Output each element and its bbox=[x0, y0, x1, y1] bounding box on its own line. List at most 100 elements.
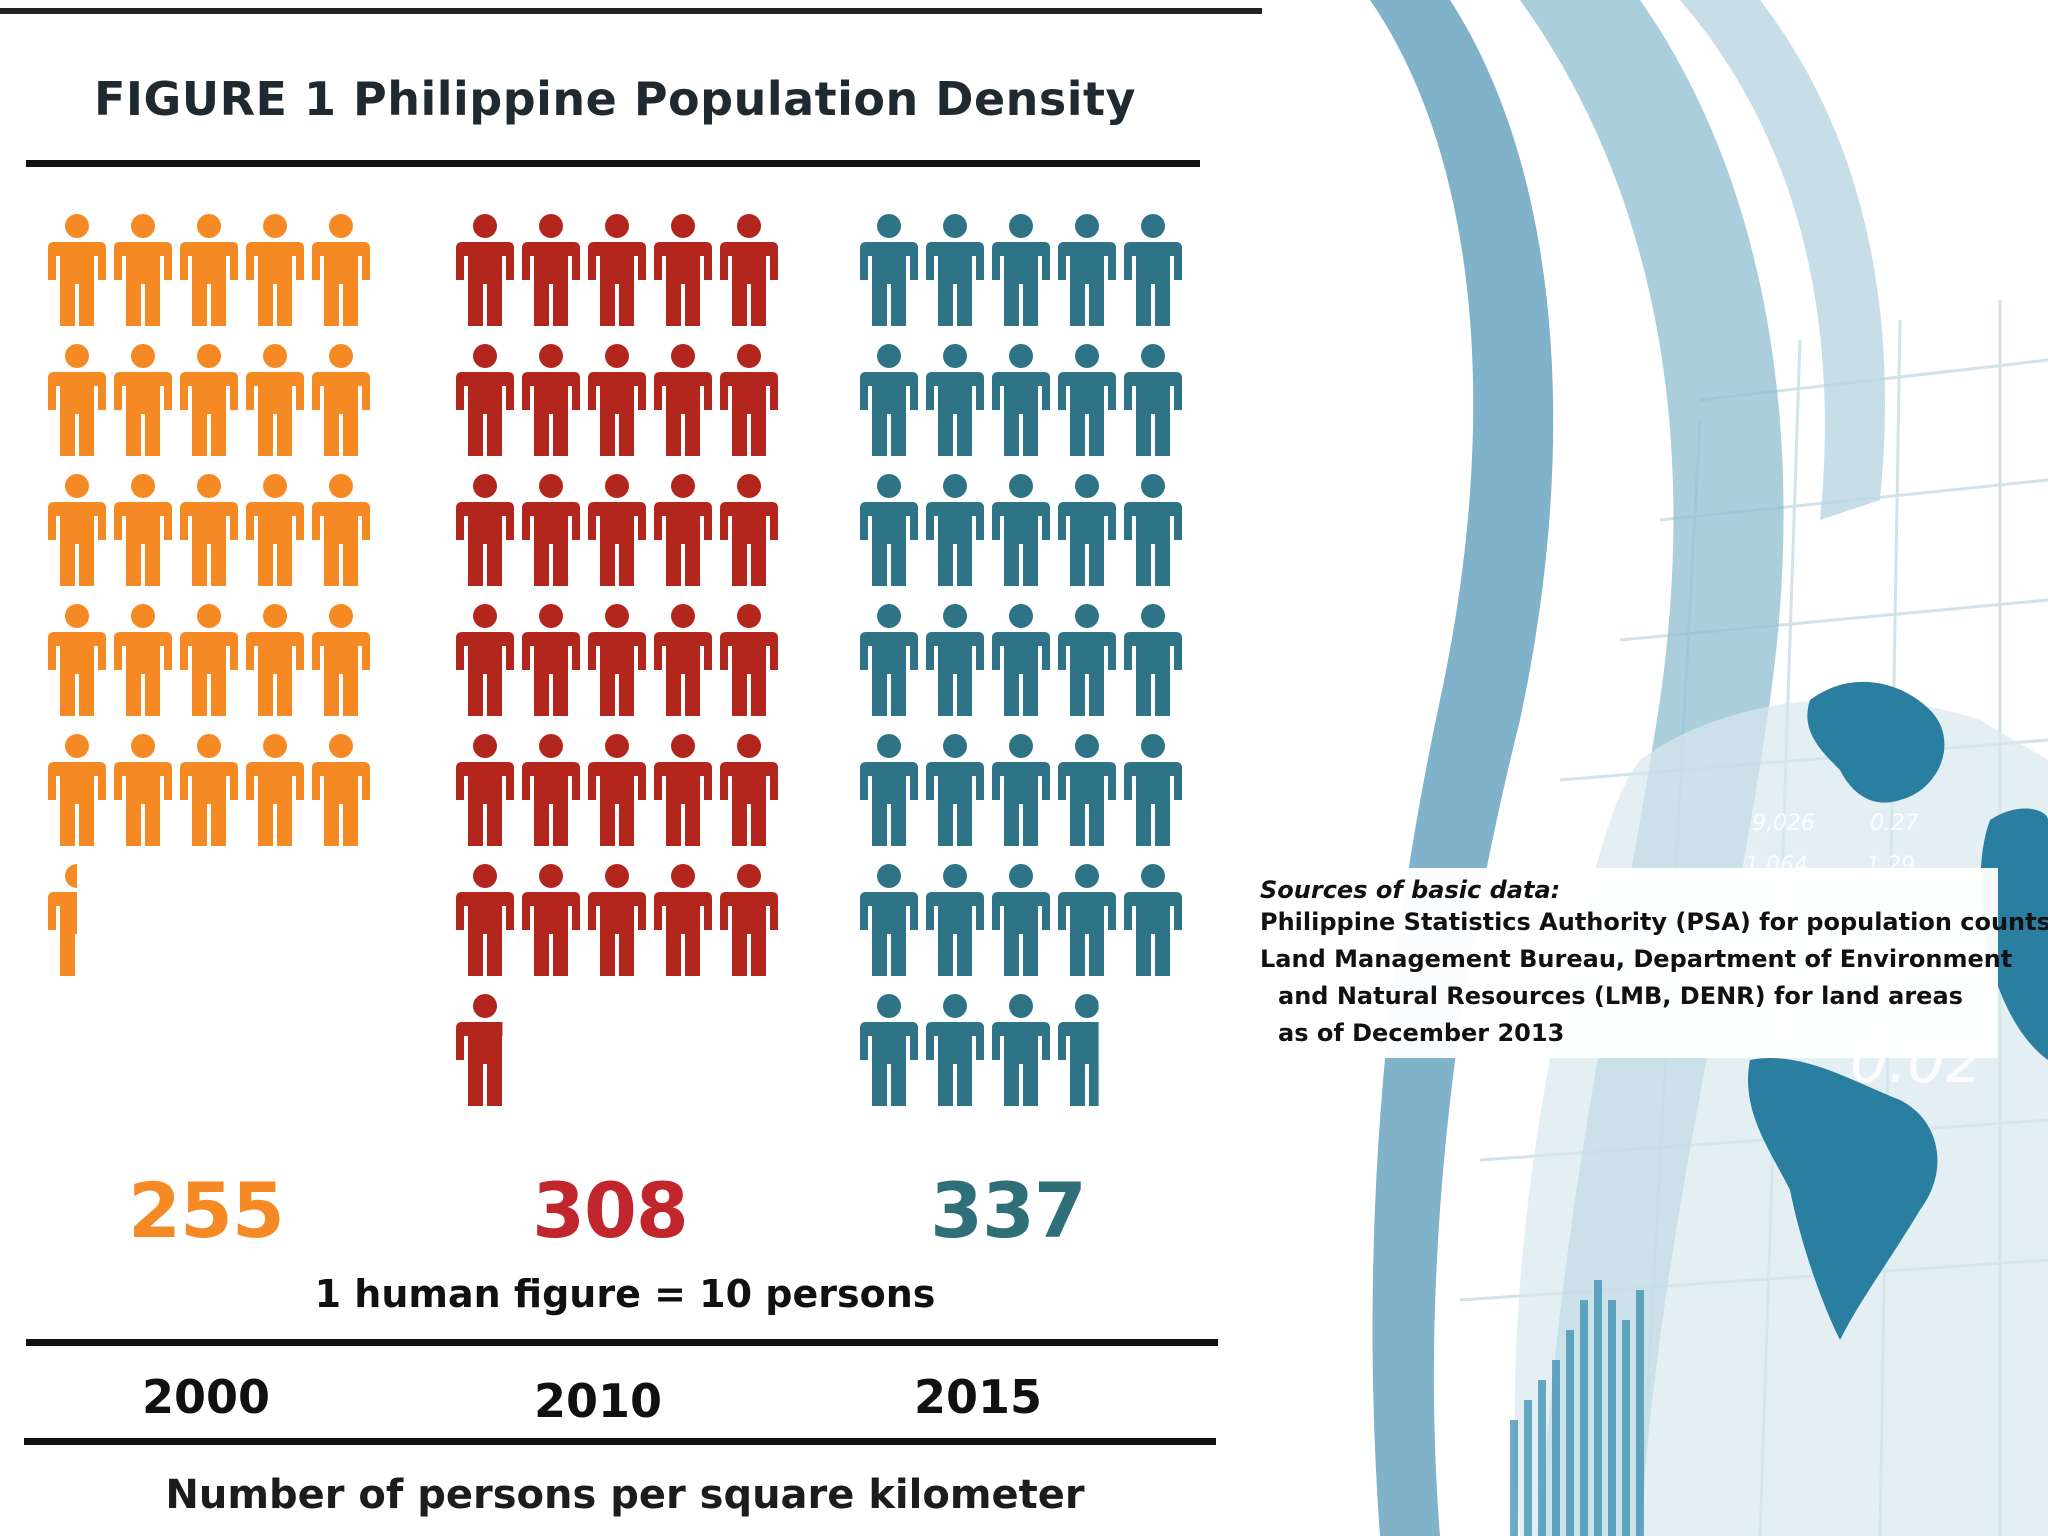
person-icon bbox=[588, 344, 646, 456]
person-icon bbox=[246, 474, 304, 586]
person-icon bbox=[1058, 734, 1116, 846]
person-icon bbox=[522, 474, 580, 586]
year-label-2015: 2015 bbox=[913, 1370, 1043, 1424]
person-icon bbox=[522, 864, 580, 976]
person-icon bbox=[992, 994, 1050, 1106]
person-icon bbox=[992, 734, 1050, 846]
person-icon bbox=[246, 734, 304, 846]
person-icon bbox=[720, 474, 778, 586]
person-icon bbox=[1058, 604, 1116, 716]
person-icon bbox=[312, 474, 370, 586]
person-icon bbox=[926, 474, 984, 586]
person-icon bbox=[860, 474, 918, 586]
person-icon bbox=[114, 214, 172, 326]
person-icon bbox=[654, 344, 712, 456]
person-icon bbox=[48, 864, 77, 976]
sources-heading: Sources of basic data: bbox=[1260, 876, 1561, 904]
person-icon bbox=[180, 344, 238, 456]
person-icon bbox=[926, 604, 984, 716]
person-icon bbox=[992, 474, 1050, 586]
person-icon bbox=[522, 214, 580, 326]
person-icon bbox=[456, 864, 514, 976]
person-icon bbox=[456, 344, 514, 456]
person-icon bbox=[720, 604, 778, 716]
person-icon bbox=[312, 734, 370, 846]
year-label-2010: 2010 bbox=[533, 1374, 663, 1428]
person-icon bbox=[720, 864, 778, 976]
person-icon bbox=[654, 734, 712, 846]
person-icon bbox=[114, 344, 172, 456]
value-label-2000: 255 bbox=[128, 1166, 285, 1255]
deco-number: 9,026 bbox=[1752, 811, 1815, 836]
person-icon bbox=[992, 604, 1050, 716]
person-icon bbox=[456, 604, 514, 716]
person-icon bbox=[1058, 344, 1116, 456]
person-icon bbox=[180, 604, 238, 716]
person-icon bbox=[860, 734, 918, 846]
person-icon bbox=[48, 474, 106, 586]
person-icon bbox=[1058, 864, 1116, 976]
person-icon bbox=[926, 734, 984, 846]
person-icon bbox=[114, 734, 172, 846]
person-icon bbox=[992, 214, 1050, 326]
year-label-2000: 2000 bbox=[141, 1370, 271, 1424]
person-icon bbox=[246, 214, 304, 326]
person-icon bbox=[456, 994, 503, 1106]
person-icon bbox=[1058, 994, 1099, 1106]
person-icon bbox=[860, 994, 918, 1106]
person-icon bbox=[654, 214, 712, 326]
person-icon bbox=[588, 604, 646, 716]
source-line: Philippine Statistics Authority (PSA) fo… bbox=[1260, 908, 2048, 936]
person-icon bbox=[926, 994, 984, 1106]
person-icon bbox=[48, 344, 106, 456]
person-icon bbox=[312, 344, 370, 456]
header-rule-bottom bbox=[24, 1438, 1216, 1445]
person-icon bbox=[926, 864, 984, 976]
person-icon bbox=[246, 604, 304, 716]
person-icon bbox=[654, 604, 712, 716]
sources-box: Sources of basic data: Philippine Statis… bbox=[1254, 868, 2048, 1058]
person-icon bbox=[926, 344, 984, 456]
person-icon bbox=[522, 344, 580, 456]
person-icon bbox=[1058, 474, 1116, 586]
person-icon bbox=[860, 864, 918, 976]
value-label-2015: 337 bbox=[930, 1166, 1087, 1255]
swoosh-band-1 bbox=[1370, 0, 1554, 1536]
person-icon bbox=[456, 474, 514, 586]
source-line: and Natural Resources (LMB, DENR) for la… bbox=[1278, 982, 1963, 1010]
person-icon bbox=[180, 474, 238, 586]
legend-note: 1 human figure = 10 persons bbox=[314, 1272, 936, 1316]
person-icon bbox=[588, 474, 646, 586]
unit-label: Number of persons per square kilometer bbox=[165, 1472, 1085, 1518]
person-icon bbox=[860, 344, 918, 456]
deco-number: 0.27 bbox=[1870, 811, 1919, 836]
person-icon bbox=[720, 344, 778, 456]
figure-title: FIGURE 1 Philippine Population Density bbox=[93, 72, 1137, 126]
person-icon bbox=[588, 214, 646, 326]
person-icon bbox=[926, 214, 984, 326]
person-icon bbox=[588, 734, 646, 846]
source-line: Land Management Bureau, Department of En… bbox=[1260, 945, 2013, 973]
person-icon bbox=[180, 214, 238, 326]
top-rule bbox=[0, 8, 1262, 14]
person-icon bbox=[1058, 214, 1116, 326]
person-icon bbox=[312, 604, 370, 716]
person-icon bbox=[48, 734, 106, 846]
person-icon bbox=[1124, 734, 1182, 846]
person-icon bbox=[48, 214, 106, 326]
person-icon bbox=[992, 864, 1050, 976]
person-icon bbox=[720, 214, 778, 326]
person-icon bbox=[588, 864, 646, 976]
person-icon bbox=[1124, 214, 1182, 326]
person-icon bbox=[456, 214, 514, 326]
person-icon bbox=[312, 214, 370, 326]
person-icon bbox=[1124, 604, 1182, 716]
source-line: as of December 2013 bbox=[1278, 1019, 1565, 1047]
person-icon bbox=[180, 734, 238, 846]
person-icon bbox=[456, 734, 514, 846]
person-icon bbox=[1124, 474, 1182, 586]
figure-panel: FIGURE 1 Philippine Population Density 2… bbox=[0, 8, 1262, 1536]
person-icon bbox=[720, 734, 778, 846]
title-rule bbox=[26, 160, 1200, 167]
person-icon bbox=[522, 604, 580, 716]
